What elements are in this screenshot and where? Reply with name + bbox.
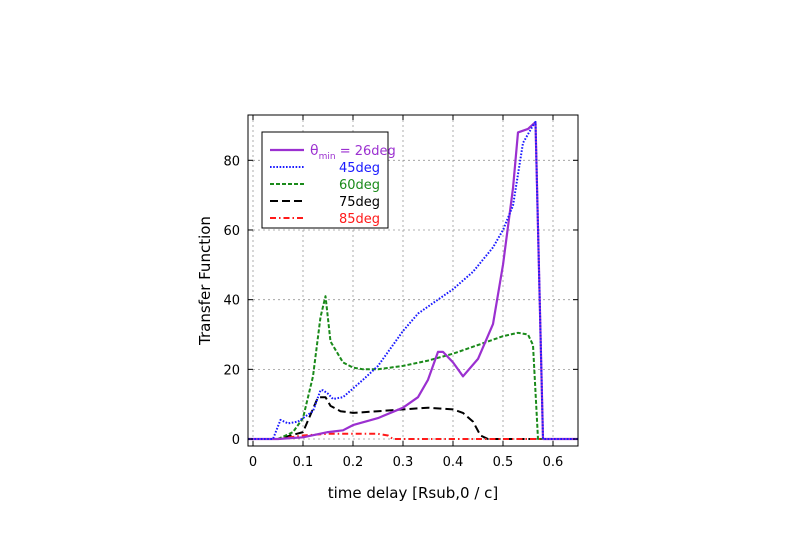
y-tick-label: 80 xyxy=(223,154,240,169)
legend-entry: 45deg xyxy=(339,161,380,176)
y-tick-label: 60 xyxy=(223,224,240,239)
y-axis-label: Transfer Function xyxy=(196,216,214,346)
plot-frame xyxy=(247,114,579,447)
series-line-26deg xyxy=(248,120,578,441)
series-line-60deg xyxy=(248,295,578,440)
x-tick-label: 0.5 xyxy=(493,455,514,470)
legend-entry: 75deg xyxy=(339,195,380,210)
y-tick-label: 20 xyxy=(223,363,240,378)
legend-box xyxy=(261,131,389,229)
y-tick-label: 0 xyxy=(232,433,240,448)
x-tick-label: 0 xyxy=(249,455,257,470)
series-line-75deg xyxy=(248,396,578,440)
x-tick-label: 0.4 xyxy=(443,455,464,470)
y-tick-label: 40 xyxy=(223,294,240,309)
x-tick-label: 0.1 xyxy=(293,455,314,470)
ticks: 0 0.1 0.2 0.3 0.4 0.5 0.6 0 20 40 60 80 xyxy=(223,115,578,470)
x-axis-label: time delay [Rsub,0 / c] xyxy=(328,484,499,502)
series-layer xyxy=(248,120,578,441)
legend-entry: θmin = 26deg xyxy=(310,143,396,162)
legend-entry: 60deg xyxy=(339,178,380,193)
legend-entry: 85deg xyxy=(339,212,380,227)
series-line-45deg xyxy=(248,121,578,440)
series-line-85deg xyxy=(248,432,578,440)
x-tick-label: 0.6 xyxy=(543,455,564,470)
x-tick-label: 0.2 xyxy=(343,455,364,470)
x-tick-label: 0.3 xyxy=(393,455,414,470)
